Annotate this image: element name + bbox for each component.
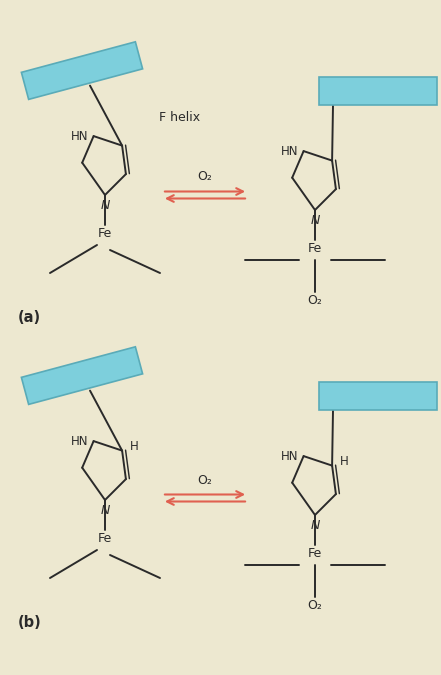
Text: Fe: Fe bbox=[98, 532, 112, 545]
Text: H: H bbox=[130, 440, 139, 453]
Text: Fe: Fe bbox=[308, 242, 322, 255]
Text: N: N bbox=[100, 504, 110, 517]
Text: N: N bbox=[100, 199, 110, 212]
Text: O₂: O₂ bbox=[307, 294, 322, 307]
Text: HN: HN bbox=[281, 450, 299, 462]
FancyBboxPatch shape bbox=[319, 76, 437, 105]
Text: Fe: Fe bbox=[308, 547, 322, 560]
Text: O₂: O₂ bbox=[307, 599, 322, 612]
Text: (a): (a) bbox=[18, 310, 41, 325]
Text: N: N bbox=[310, 214, 320, 227]
Text: (b): (b) bbox=[18, 615, 42, 630]
Text: HN: HN bbox=[71, 435, 89, 448]
Text: HN: HN bbox=[71, 130, 89, 142]
Text: O₂: O₂ bbox=[198, 473, 213, 487]
Text: F helix: F helix bbox=[159, 111, 200, 124]
FancyBboxPatch shape bbox=[21, 42, 142, 99]
Text: H: H bbox=[340, 455, 349, 468]
Text: O₂: O₂ bbox=[198, 171, 213, 184]
Text: Fe: Fe bbox=[98, 227, 112, 240]
Text: N: N bbox=[310, 519, 320, 532]
FancyBboxPatch shape bbox=[21, 347, 142, 404]
Text: HN: HN bbox=[281, 144, 299, 157]
FancyBboxPatch shape bbox=[319, 381, 437, 410]
